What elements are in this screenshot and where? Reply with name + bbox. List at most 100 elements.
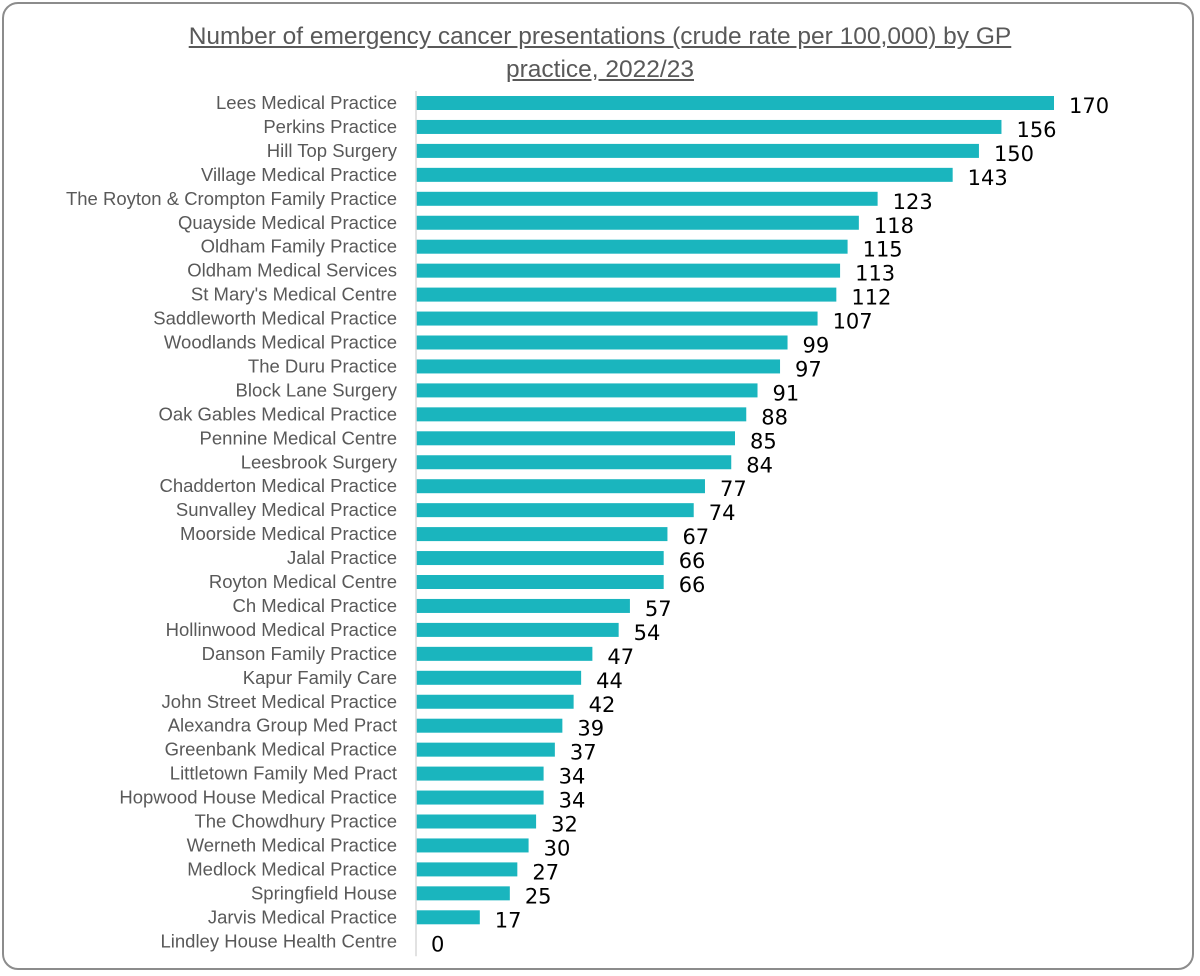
value-label: 99: [803, 334, 830, 358]
bar: [416, 598, 630, 613]
value-label: 156: [1016, 118, 1056, 142]
value-label: 84: [746, 453, 773, 477]
category-label: Hill Top Surgery: [267, 140, 398, 161]
bar: [416, 718, 563, 733]
category-label: St Mary's Medical Centre: [191, 284, 397, 305]
category-label: The Chowdhury Practice: [194, 811, 397, 832]
category-label: Greenbank Medical Practice: [165, 739, 397, 760]
value-label: 74: [709, 501, 736, 525]
value-label: 88: [761, 405, 788, 429]
bar: [416, 814, 537, 829]
category-label: The Duru Practice: [248, 355, 397, 376]
bar: [416, 742, 555, 757]
bar: [416, 431, 735, 446]
bar: [416, 335, 788, 350]
value-label: 150: [994, 142, 1034, 166]
value-label: 143: [968, 166, 1008, 190]
category-label: Perkins Practice: [263, 116, 397, 137]
bar: [416, 766, 544, 781]
category-label: Oldham Medical Services: [187, 260, 397, 281]
category-label: Quayside Medical Practice: [178, 212, 397, 233]
category-label: Jarvis Medical Practice: [208, 906, 397, 927]
bar: [416, 383, 758, 398]
value-label: 77: [720, 477, 747, 501]
bar: [416, 359, 781, 374]
bar: [416, 407, 747, 422]
bar: [416, 143, 979, 158]
bar: [416, 694, 574, 709]
bar: [416, 311, 818, 326]
bar: [416, 287, 837, 302]
bar: [416, 862, 518, 877]
bar: [416, 790, 544, 805]
value-label: 17: [495, 908, 522, 932]
value-label: 115: [863, 238, 903, 262]
category-label: John Street Medical Practice: [162, 691, 397, 712]
bar: [416, 527, 668, 542]
category-label: Chadderton Medical Practice: [159, 475, 397, 496]
value-label: 170: [1069, 94, 1109, 118]
value-label: 34: [559, 789, 586, 813]
category-label: Werneth Medical Practice: [187, 834, 397, 855]
category-label: Ch Medical Practice: [232, 595, 397, 616]
category-label: Medlock Medical Practice: [187, 858, 397, 879]
chart-title-line-2: practice, 2022/23: [506, 56, 694, 83]
category-label: Oak Gables Medical Practice: [158, 403, 397, 424]
value-label: 113: [855, 262, 895, 286]
value-label: 97: [795, 357, 822, 381]
category-label: Kapur Family Care: [243, 667, 397, 688]
category-label: Block Lane Surgery: [236, 379, 398, 400]
chart-title-line-1: Number of emergency cancer presentations…: [188, 23, 1012, 50]
value-label: 39: [577, 717, 604, 741]
value-label: 66: [679, 573, 706, 597]
category-label: Saddleworth Medical Practice: [153, 308, 397, 329]
bar: [416, 910, 480, 925]
category-label: Pennine Medical Centre: [200, 427, 397, 448]
bar: [416, 670, 582, 685]
value-labels-group: 1701561501431231181151131121079997918885…: [431, 94, 1109, 956]
bar: [416, 551, 664, 566]
category-label: Royton Medical Centre: [209, 571, 397, 592]
category-label: Sunvalley Medical Practice: [176, 499, 397, 520]
value-label: 37: [570, 741, 597, 765]
category-label: Jalal Practice: [287, 547, 397, 568]
category-label: Moorside Medical Practice: [180, 523, 397, 544]
value-label: 0: [431, 932, 444, 956]
category-label: Hopwood House Medical Practice: [119, 787, 397, 808]
category-label: Littletown Family Med Pract: [170, 763, 397, 784]
value-label: 112: [851, 286, 891, 310]
bar: [416, 96, 1054, 110]
bar: [416, 622, 619, 637]
category-label: Oldham Family Practice: [201, 236, 397, 257]
value-label: 27: [532, 860, 559, 884]
bar: [416, 119, 1002, 134]
value-label: 44: [596, 669, 623, 693]
category-label: Woodlands Medical Practice: [164, 332, 397, 353]
value-label: 123: [893, 190, 933, 214]
value-label: 47: [607, 645, 634, 669]
bar: [416, 838, 529, 853]
bar: [416, 455, 732, 470]
value-label: 118: [874, 214, 914, 238]
category-label: Lindley House Health Centre: [160, 930, 397, 951]
bar: [416, 886, 510, 901]
category-label: Alexandra Group Med Pract: [168, 715, 397, 736]
value-label: 107: [833, 310, 873, 334]
bar: [416, 215, 859, 230]
value-label: 57: [645, 597, 672, 621]
bar: [416, 191, 878, 206]
value-label: 42: [589, 693, 616, 717]
value-label: 66: [679, 549, 706, 573]
category-label: The Royton & Crompton Family Practice: [66, 188, 397, 209]
category-label: Village Medical Practice: [201, 164, 397, 185]
value-label: 25: [525, 884, 552, 908]
value-label: 85: [750, 429, 777, 453]
bar: [416, 263, 841, 278]
category-label: Hollinwood Medical Practice: [166, 619, 397, 640]
value-label: 30: [544, 836, 571, 860]
bar: [416, 239, 848, 254]
bar: [416, 479, 705, 494]
category-label: Springfield House: [251, 882, 397, 903]
bars-group: [416, 96, 1054, 925]
